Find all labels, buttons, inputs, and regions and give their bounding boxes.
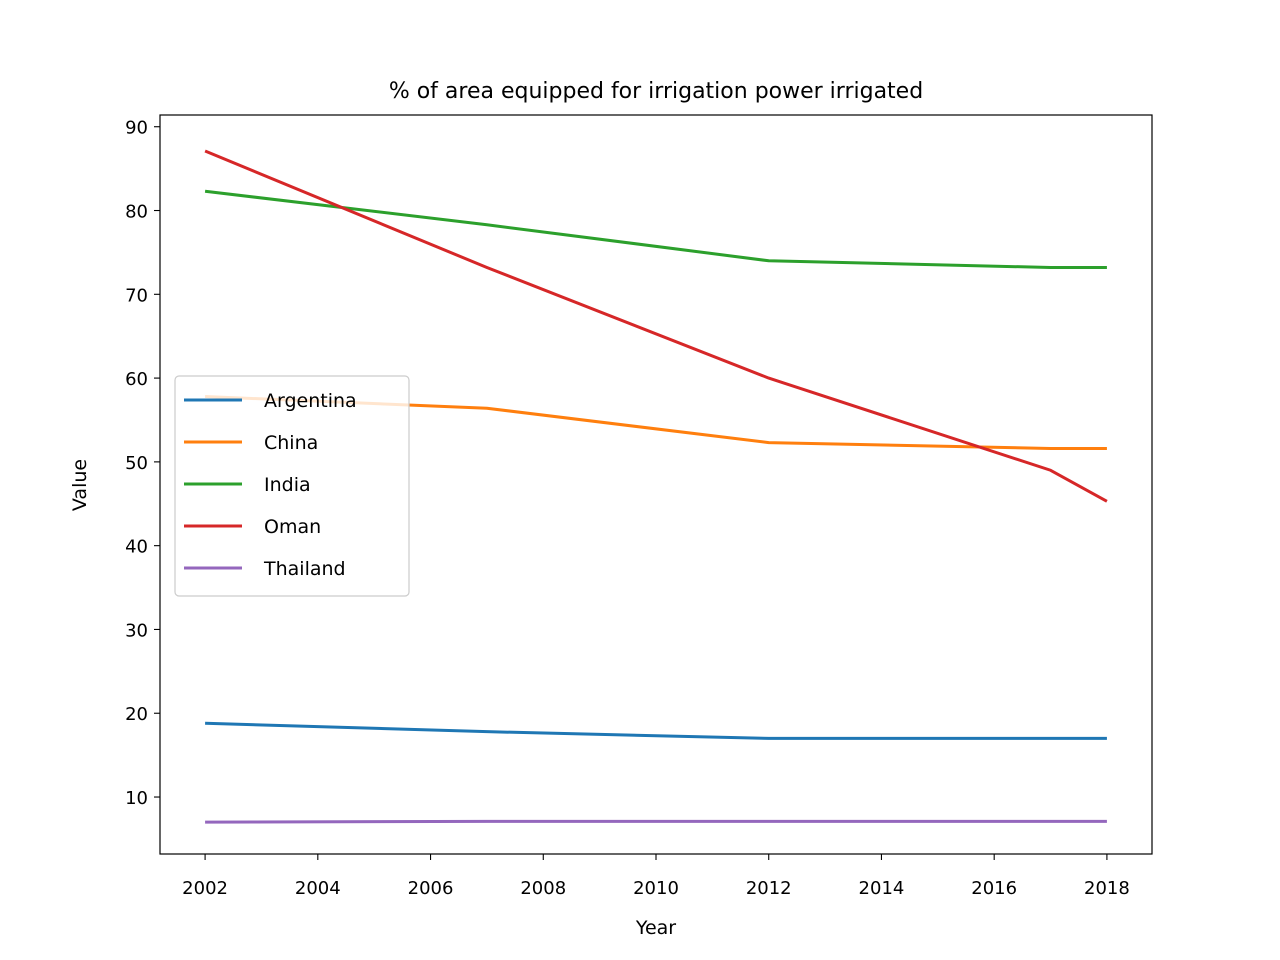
x-tick-label: 2018 xyxy=(1084,878,1130,899)
y-tick-label: 50 xyxy=(125,453,148,474)
x-axis: 2002 2004 2006 2008 2010 2012 2014 2016 2018 xyxy=(182,854,1130,899)
x-tick-label: 2010 xyxy=(633,878,679,899)
y-tick-label: 20 xyxy=(125,704,148,725)
legend-label-thailand: Thailand xyxy=(263,558,346,580)
y-axis-label: Value xyxy=(69,459,91,511)
legend-box xyxy=(174,375,410,597)
x-tick-label: 2006 xyxy=(408,878,454,899)
y-tick-label: 70 xyxy=(125,285,148,306)
series-line-argentina xyxy=(205,721,1107,740)
series-line-thailand xyxy=(205,819,1107,824)
x-tick-label: 2004 xyxy=(295,878,341,899)
chart-title: % of area equipped for irrigation power … xyxy=(389,79,923,104)
x-tick-label: 2008 xyxy=(520,878,566,899)
x-tick-label: 2016 xyxy=(971,878,1017,899)
x-tick-label: 2002 xyxy=(182,878,228,899)
x-axis-label: Year xyxy=(635,917,676,939)
x-tick-label: 2012 xyxy=(746,878,792,899)
series-line-india xyxy=(204,189,1107,269)
legend-label-china: China xyxy=(264,432,318,454)
y-tick-label: 40 xyxy=(125,537,148,558)
legend: Argentina China India Oman Thailand xyxy=(174,375,410,597)
y-tick-label: 90 xyxy=(125,118,148,139)
legend-label-argentina: Argentina xyxy=(264,390,357,412)
legend-label-oman: Oman xyxy=(264,516,321,538)
y-tick-label: 80 xyxy=(125,202,148,223)
y-tick-label: 60 xyxy=(125,369,148,390)
y-tick-label: 10 xyxy=(125,788,148,809)
y-tick-label: 30 xyxy=(125,620,148,641)
y-axis: 10 20 30 40 50 60 70 80 90 xyxy=(125,118,160,809)
series-line-oman xyxy=(204,149,1108,503)
legend-label-india: India xyxy=(264,474,311,496)
x-tick-label: 2014 xyxy=(859,878,905,899)
